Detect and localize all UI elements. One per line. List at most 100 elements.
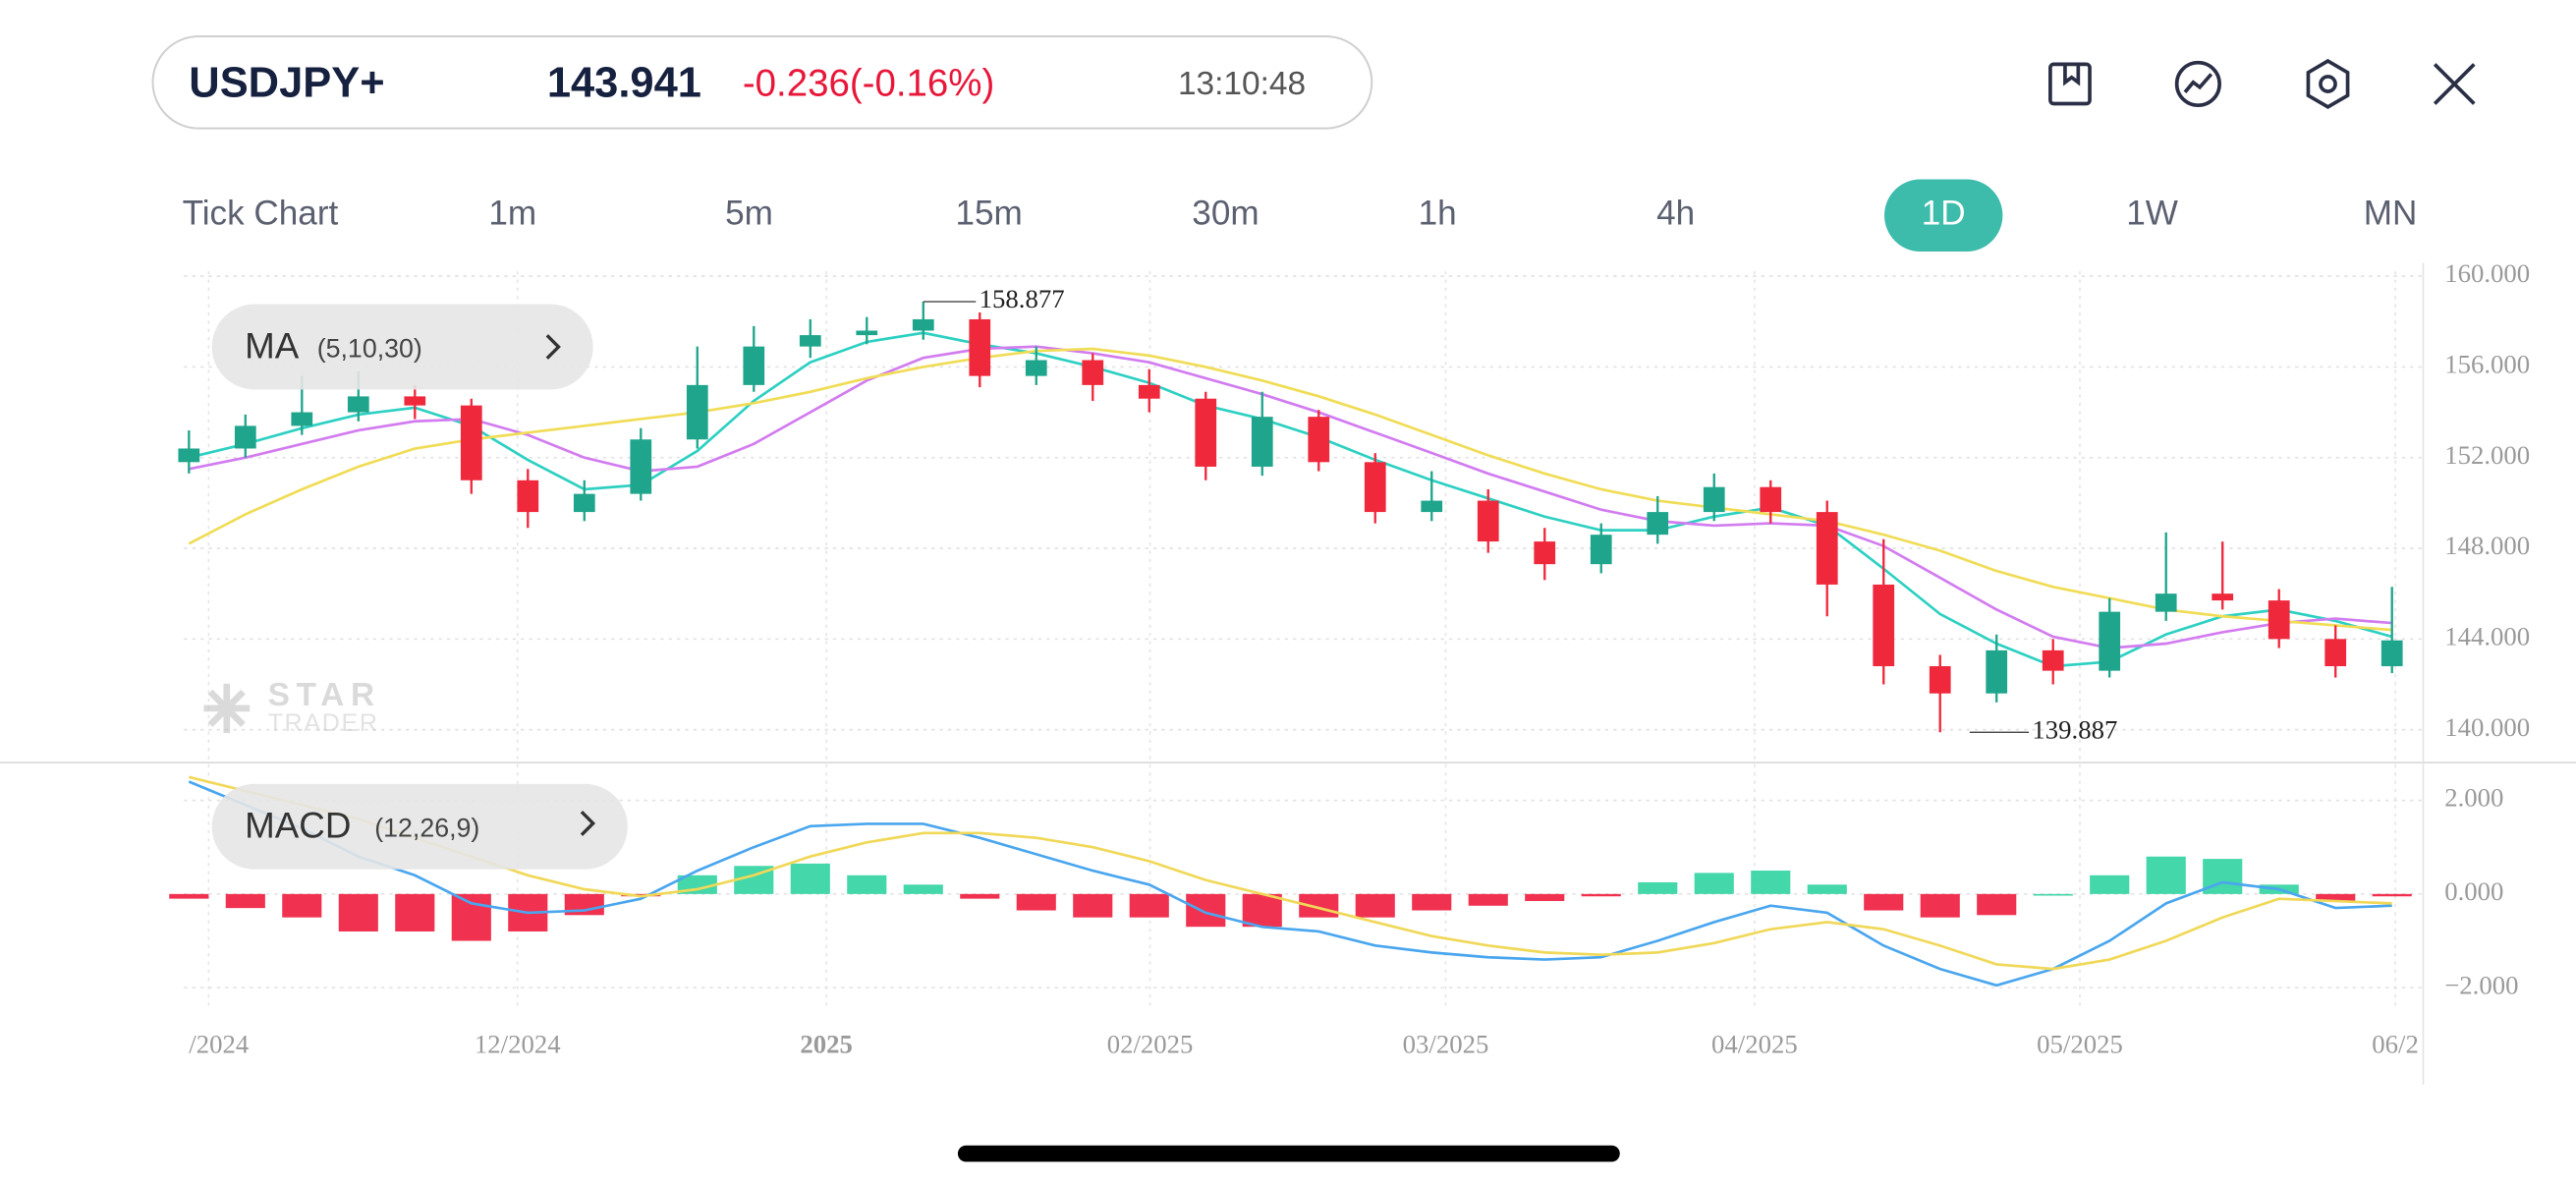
macd-histogram-bar — [1977, 893, 2017, 916]
candle-body — [460, 405, 482, 480]
macd-histogram-bar — [1073, 893, 1113, 918]
candle-body — [404, 396, 426, 406]
tab-label: MN — [2364, 195, 2418, 233]
candle-body — [743, 346, 765, 385]
candle-body — [1647, 512, 1669, 536]
legend-pill — [211, 783, 628, 870]
macd-histogram-bar — [1016, 893, 1056, 911]
candle-body — [1590, 535, 1612, 565]
candle-body — [1816, 512, 1838, 585]
candle-body — [1703, 486, 1725, 513]
tab-label: Tick Chart — [183, 195, 339, 233]
x-tick-label: 06/2 — [2372, 1030, 2419, 1059]
macd-histogram-bar — [2372, 893, 2412, 897]
candle-body — [1986, 649, 2008, 694]
y-tick-label: 0.000 — [2444, 876, 2503, 906]
watermark-text: STAR — [268, 677, 381, 713]
candle-body — [2042, 649, 2064, 671]
candle-body — [1138, 384, 1160, 399]
candle-body — [1873, 584, 1895, 667]
legend-name: MA — [245, 325, 300, 366]
bookmark-icon[interactable] — [2048, 62, 2092, 106]
x-tick-label: 04/2025 — [1711, 1030, 1798, 1059]
candle-body — [686, 384, 708, 440]
candle-body — [2380, 640, 2403, 667]
macd-histogram-bar — [169, 893, 209, 899]
legend-params: (5,10,30) — [317, 333, 422, 363]
timeframe-tab[interactable]: 30m — [1192, 195, 1259, 233]
macd-histogram-bar — [1807, 884, 1847, 894]
indicator-line — [188, 347, 2392, 632]
candle-body — [1421, 500, 1443, 513]
price: 143.941 — [547, 60, 701, 107]
macd-histogram-bar — [1581, 893, 1621, 897]
macd-histogram-bar — [1864, 893, 1904, 911]
indicator-icon[interactable] — [2174, 60, 2221, 108]
candle-body — [1025, 360, 1047, 376]
timeframe-tab[interactable]: MN — [2364, 195, 2418, 233]
macd-histogram-bar — [225, 893, 265, 909]
timeframe-tab[interactable]: 15m — [956, 195, 1023, 233]
macd-histogram-bar — [2316, 893, 2356, 901]
macd-histogram-bar — [451, 893, 491, 941]
candle-body — [1534, 541, 1556, 565]
macd-histogram-bar — [338, 893, 378, 931]
timeframe-tab[interactable]: 1D — [1884, 179, 2003, 253]
timeframe-tabs: Tick Chart 1m 5m 15m 30m 1h 4h 1D 1W MN — [183, 179, 2418, 253]
y-tick-label: 144.000 — [2444, 621, 2530, 650]
macd-histogram-bar — [1242, 893, 1282, 928]
candle-body — [347, 396, 369, 413]
timeframe-tab[interactable]: Tick Chart — [183, 195, 339, 233]
candle-body — [969, 318, 991, 376]
macd-histogram-bar — [790, 863, 830, 894]
watermark-logo — [203, 683, 251, 733]
price-change: -0.236(-0.16%) — [743, 62, 994, 104]
macd-histogram-bar — [960, 893, 1000, 899]
timeframe-tab[interactable]: 4h — [1656, 195, 1695, 233]
candle-body — [1251, 417, 1273, 467]
macd-histogram-bar — [903, 884, 943, 894]
toolbar — [2048, 58, 2476, 109]
grid: /2024 12/2024 2025 02/2025 03/2025 04/2025 05/… — [184, 258, 2530, 1059]
y-tick-label: 160.000 — [2444, 258, 2530, 288]
macd-histogram-bar — [1751, 871, 1791, 894]
high-annotation: 158.877 — [980, 284, 1065, 313]
tab-highlight — [1884, 179, 2003, 253]
macd-histogram-bar — [2090, 875, 2130, 894]
timeframe-tab[interactable]: 1m — [488, 195, 536, 233]
indicator-line — [188, 331, 2393, 668]
macd-legend[interactable]: MACD (12,26,9) — [211, 783, 628, 870]
timeframe-tab[interactable]: 5m — [725, 195, 773, 233]
macd-histogram-bar — [395, 893, 435, 931]
candle-body — [1082, 360, 1104, 385]
macd-histogram-bar — [2033, 893, 2073, 896]
macd-histogram-bar — [1694, 873, 1734, 894]
macd-histogram-bar — [1412, 893, 1452, 911]
settings-icon[interactable] — [2306, 58, 2350, 109]
macd-histogram-bar — [847, 875, 887, 894]
candle-body — [2324, 639, 2347, 667]
candle-body — [856, 330, 878, 336]
x-tick-label: 2025 — [800, 1030, 853, 1059]
macd-histogram-bar — [1468, 893, 1508, 906]
macd-histogram-bar — [1920, 893, 1960, 918]
x-tick-label: 05/2025 — [2037, 1030, 2123, 1059]
close-icon[interactable] — [2433, 63, 2476, 105]
ma-legend[interactable]: MA (5,10,30) — [211, 304, 593, 390]
macd-histogram-bar — [1186, 893, 1226, 928]
tab-label: 4h — [1656, 195, 1695, 233]
watermark-text: TRADER — [268, 709, 379, 737]
macd-histogram-bar — [1638, 881, 1678, 894]
legend-name: MACD — [245, 806, 351, 846]
timeframe-tab[interactable]: 1W — [2126, 195, 2179, 233]
candle-body — [2155, 593, 2177, 612]
candle-body — [1195, 398, 1217, 467]
candle-body — [630, 439, 652, 494]
x-tick-label: 12/2024 — [475, 1030, 561, 1059]
candle-body — [2099, 611, 2121, 671]
y-tick-label: −2.000 — [2444, 970, 2518, 999]
candle-body — [1308, 417, 1330, 463]
macd-histogram-bar — [1525, 893, 1565, 901]
timeframe-tab[interactable]: 1h — [1419, 195, 1457, 233]
